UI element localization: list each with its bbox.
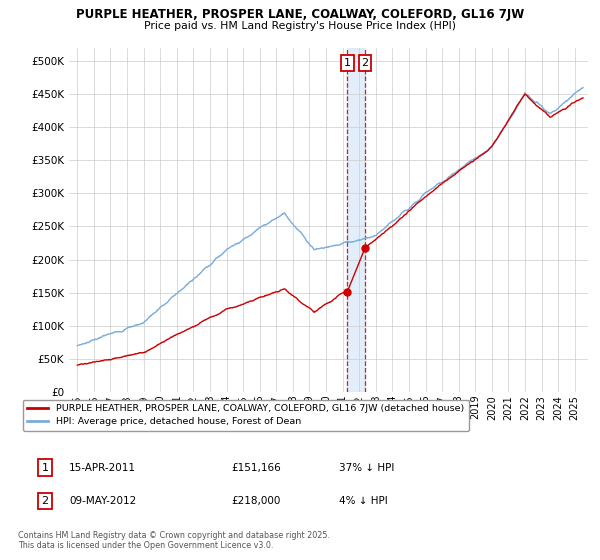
Text: £218,000: £218,000 [231,496,280,506]
Text: 1: 1 [41,463,49,473]
Bar [347,48,365,392]
Legend: PURPLE HEATHER, PROSPER LANE, COALWAY, COLEFORD, GL16 7JW (detached house), HPI:: PURPLE HEATHER, PROSPER LANE, COALWAY, C… [23,399,469,431]
Text: 09-MAY-2012: 09-MAY-2012 [69,496,136,506]
Text: 37% ↓ HPI: 37% ↓ HPI [339,463,394,473]
Text: 2: 2 [41,496,49,506]
Text: PURPLE HEATHER, PROSPER LANE, COALWAY, COLEFORD, GL16 7JW: PURPLE HEATHER, PROSPER LANE, COALWAY, C… [76,8,524,21]
Text: Contains HM Land Registry data © Crown copyright and database right 2025.
This d: Contains HM Land Registry data © Crown c… [18,530,330,550]
Text: 4% ↓ HPI: 4% ↓ HPI [339,496,388,506]
Text: Price paid vs. HM Land Registry's House Price Index (HPI): Price paid vs. HM Land Registry's House … [144,21,456,31]
Text: 1: 1 [344,58,351,68]
Text: 15-APR-2011: 15-APR-2011 [69,463,136,473]
Text: £151,166: £151,166 [231,463,281,473]
Text: 2: 2 [362,58,369,68]
